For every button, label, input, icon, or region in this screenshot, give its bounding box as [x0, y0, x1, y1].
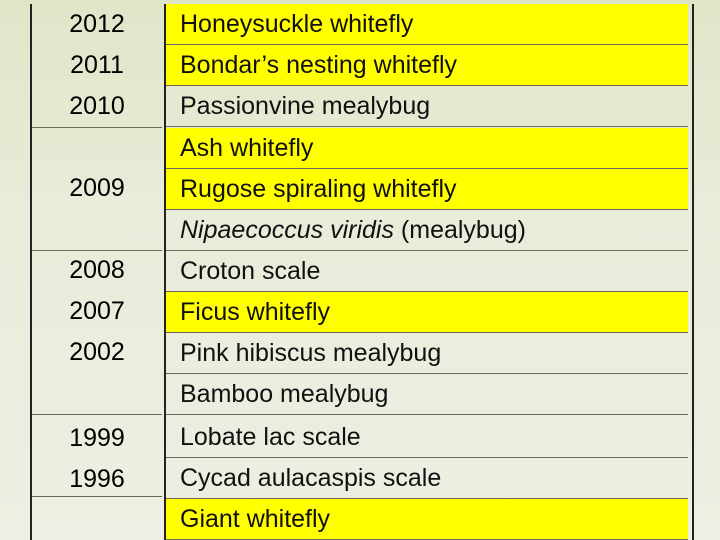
pest-row: Cycad aulacaspis scale — [166, 458, 688, 499]
year-label: 2009 — [69, 174, 125, 202]
year-label: 2011 — [70, 51, 124, 79]
pest-column: Honeysuckle whitefly Bondar’s nesting wh… — [166, 4, 688, 540]
pest-introduction-table: 2012 2011 2010 2009 2008 2007 2002 1999 … — [30, 4, 694, 540]
pest-name: Ash whitefly — [180, 134, 314, 162]
pest-name: Passionvine mealybug — [180, 92, 431, 120]
pest-name: Ficus whitefly — [180, 298, 331, 326]
pest-row: Bamboo mealybug — [166, 374, 688, 415]
pest-row: Honeysuckle whitefly — [166, 4, 688, 45]
pest-row: Pink hibiscus mealybug — [166, 333, 688, 374]
pest-row: Nipaecoccus viridis (mealybug) — [166, 210, 688, 251]
pest-row: Bondar’s nesting whitefly — [166, 45, 688, 86]
pest-name: Croton scale — [180, 257, 321, 285]
group-divider — [32, 414, 162, 415]
year-label: 2012 — [69, 10, 125, 38]
pest-row: Croton scale — [166, 251, 688, 292]
pest-name-scientific: Nipaecoccus viridis — [180, 216, 394, 244]
pest-row: Ficus whitefly — [166, 292, 688, 333]
pest-row: Rugose spiraling whitefly — [166, 169, 688, 210]
pest-name: Cycad aulacaspis scale — [180, 464, 442, 492]
year-label: 2007 — [69, 297, 125, 325]
year-label: 1996 — [69, 465, 125, 493]
year-label: 2010 — [69, 92, 125, 120]
pest-row: Lobate lac scale — [166, 417, 688, 458]
pest-name: Giant whitefly — [180, 505, 331, 533]
pest-name: Honeysuckle whitefly — [180, 10, 414, 38]
year-group-3: 2008 2007 2002 — [32, 250, 162, 373]
pest-row: Ash whitefly — [166, 128, 688, 169]
year-group-2: 2009 — [32, 168, 162, 209]
year-label: 2008 — [69, 256, 125, 284]
pest-name: Bondar’s nesting whitefly — [180, 51, 458, 79]
year-label: 1999 — [69, 424, 125, 452]
year-label: 2002 — [69, 338, 125, 366]
year-group-4: 1999 1996 — [32, 418, 162, 500]
pest-row: Passionvine mealybug — [166, 86, 688, 127]
pest-name: Pink hibiscus mealybug — [180, 339, 442, 367]
group-divider — [32, 250, 162, 251]
pest-name: Lobate lac scale — [180, 423, 361, 451]
group-divider — [32, 496, 162, 497]
group-divider — [32, 127, 162, 128]
pest-row: Giant whitefly — [166, 499, 688, 540]
pest-name: Rugose spiraling whitefly — [180, 175, 457, 203]
pest-name-suffix: (mealybug) — [393, 216, 526, 244]
pest-name: Bamboo mealybug — [180, 380, 389, 408]
year-group-1: 2012 2011 2010 — [32, 4, 162, 127]
year-column: 2012 2011 2010 2009 2008 2007 2002 1999 … — [32, 4, 166, 540]
